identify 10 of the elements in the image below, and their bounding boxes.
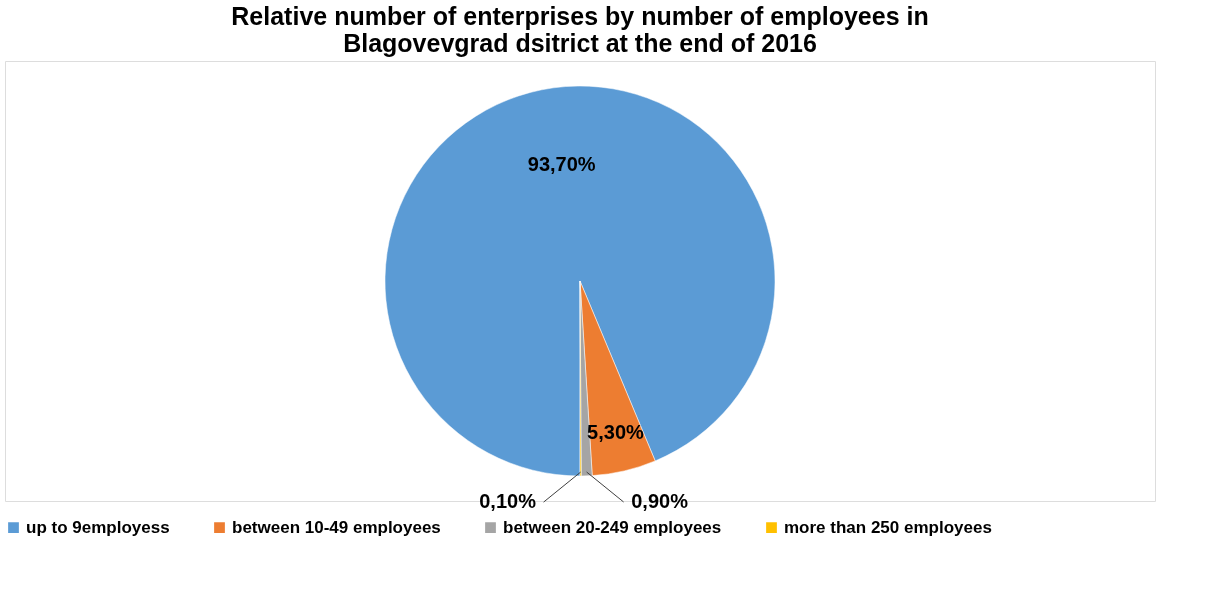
- text: Blagovevgrad dsitrict at the end of 2016: [343, 29, 817, 57]
- text: Relative number of enterprises by number of employees in: [231, 2, 929, 30]
- legend-label: between 20-249 employees: [503, 517, 722, 537]
- legend-label: more than 250 employees: [784, 517, 992, 537]
- data-label: 0,10%: [479, 490, 537, 513]
- legend-label: up to 9employess: [26, 517, 170, 537]
- data-label: 0,90%: [631, 489, 689, 512]
- legend-label: between 10-49 employees: [232, 517, 441, 537]
- data-label: 93,70%: [527, 153, 596, 176]
- pie-slice: [384, 86, 776, 477]
